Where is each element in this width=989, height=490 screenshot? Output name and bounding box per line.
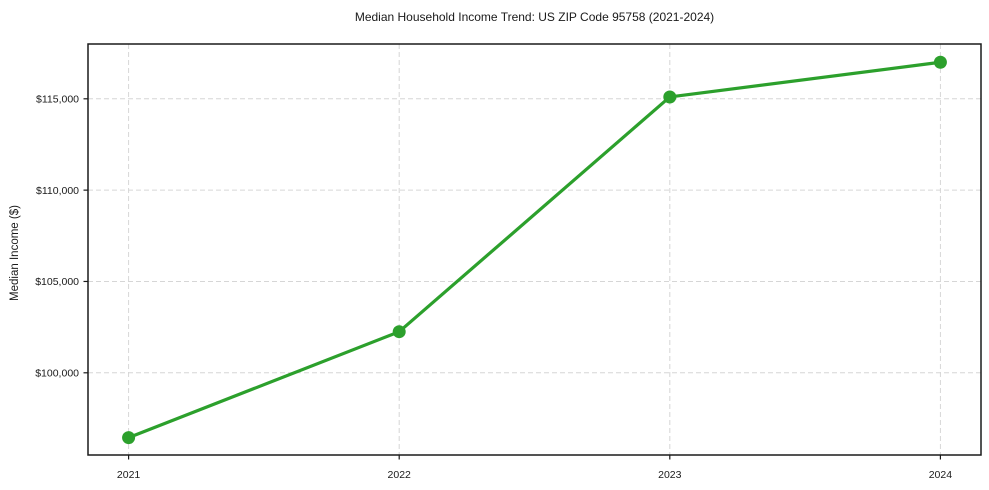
data-point-marker bbox=[663, 90, 677, 104]
data-point-marker bbox=[933, 55, 947, 69]
x-tick-label: 2022 bbox=[388, 469, 412, 481]
plot-border bbox=[87, 43, 982, 456]
data-point-marker bbox=[122, 431, 136, 445]
x-tick-label: 2024 bbox=[929, 469, 953, 481]
data-point-marker bbox=[392, 325, 406, 339]
y-tick-label: $100,000 bbox=[35, 368, 79, 380]
x-tick-label: 2023 bbox=[658, 469, 682, 481]
chart-title: Median Household Income Trend: US ZIP Co… bbox=[354, 10, 715, 24]
y-tick-label: $110,000 bbox=[36, 185, 79, 197]
y-tick-label: $115,000 bbox=[36, 94, 79, 106]
trend-line bbox=[126, 60, 943, 440]
x-tick-label: 2021 bbox=[117, 469, 141, 481]
y-tick-label: $105,000 bbox=[35, 276, 79, 288]
